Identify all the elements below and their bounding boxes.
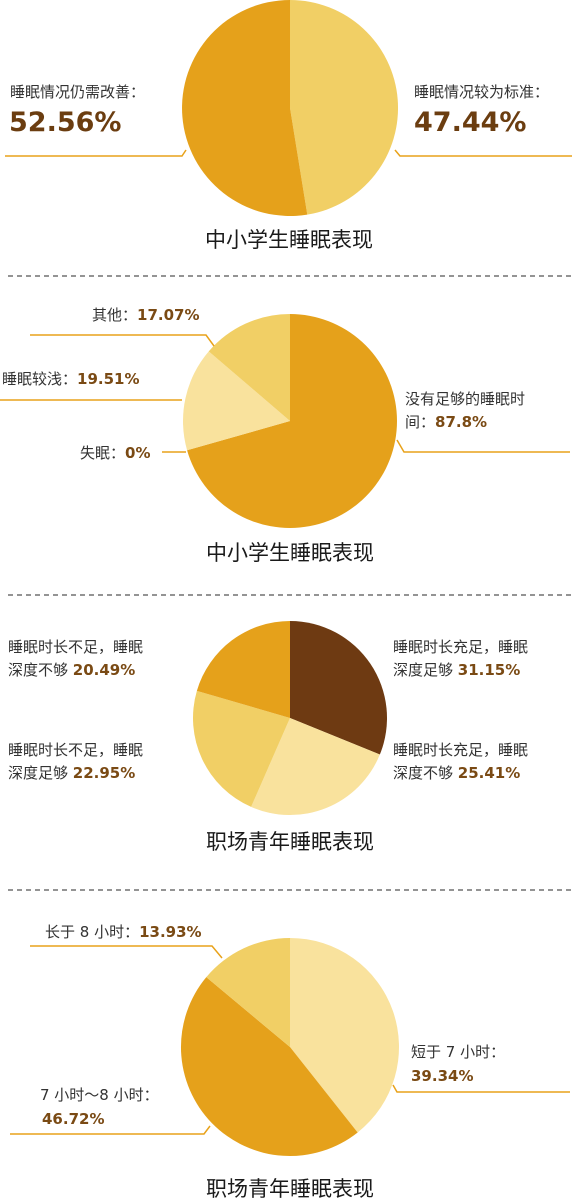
chart-3-short-deep-text: 深度足够 22.95% (8, 764, 135, 782)
chart-2-pie (182, 314, 397, 528)
chart-3-enough-shallow-text: 深度不够 25.41% (393, 764, 520, 782)
chart-1: 睡眠情况仍需改善： 52.56% 睡眠情况较为标准： 47.44% 中小学生睡眠… (5, 0, 572, 252)
chart-2-label-notenough-line1: 没有足够的睡眠时 (405, 390, 525, 408)
chart-1-pie (182, 0, 399, 216)
chart-1-value-standard: 47.44% (414, 107, 526, 138)
chart-2-label-notenough-line2: 间： (405, 413, 435, 431)
chart-2-other-text: 其他：17.07% (92, 306, 200, 324)
chart-2-value-other: 17.07% (137, 306, 199, 324)
chart-1-slice-2 (182, 0, 308, 216)
chart-4: 长于 8 小时：13.93% 短于 7 小时： 39.34% 7 小时～8 小时… (10, 923, 570, 1200)
chart-2-value-insomnia: 0% (125, 444, 150, 462)
chart-2-leader-other (30, 334, 215, 347)
chart-4-leader-short (392, 1084, 570, 1093)
chart-1-leader-right (394, 149, 572, 157)
chart-4-pie (180, 938, 400, 1157)
chart-4-label-long: 长于 8 小时： (45, 923, 139, 941)
chart-3-label-enough-deep-line2: 深度足够 (393, 661, 458, 679)
chart-4-title: 职场青年睡眠表现 (206, 1177, 374, 1200)
chart-3-slice-3 (193, 690, 290, 807)
chart-2-insomnia-text: 失眠：0% (80, 444, 150, 462)
chart-4-long-text: 长于 8 小时：13.93% (45, 923, 202, 941)
chart-2-slice-3 (182, 351, 290, 451)
chart-1-leader-left (5, 149, 187, 157)
chart-2-label-other: 其他： (92, 306, 137, 324)
chart-4-slice-3 (206, 938, 290, 1047)
chart-1-slice-1 (290, 0, 399, 215)
chart-4-value-long: 13.93% (139, 923, 201, 941)
chart-2-slice-1 (187, 314, 397, 528)
chart-3-label-enough-shallow-line2: 深度不够 (393, 764, 458, 782)
chart-2-leader-notenough (396, 439, 570, 453)
chart-2-value-shallow: 19.51% (77, 370, 139, 388)
chart-3-slice-4 (196, 621, 290, 718)
chart-2-title: 中小学生睡眠表现 (206, 541, 374, 565)
chart-3-label-enough-deep-line1: 睡眠时长充足，睡眠 (393, 638, 528, 656)
chart-4-label-short: 短于 7 小时： (411, 1043, 505, 1061)
chart-3-pie (193, 621, 388, 816)
chart-2-label-shallow: 睡眠较浅： (2, 370, 77, 388)
chart-4-slice-2 (180, 977, 358, 1157)
chart-3-label-short-shallow-line1: 睡眠时长不足，睡眠 (8, 638, 143, 656)
chart-3-value-enough-deep: 31.15% (458, 661, 520, 679)
chart-2: 其他：17.07% 睡眠较浅：19.51% 失眠：0% 没有足够的睡眠时 间：8… (0, 306, 570, 565)
chart-2-notenough-text: 间：87.8% (405, 413, 487, 431)
chart-4-slice-1 (290, 938, 400, 1133)
chart-3-label-short-shallow-line2: 深度不够 (8, 661, 73, 679)
chart-1-title: 中小学生睡眠表现 (205, 228, 373, 252)
chart-3-label-enough-shallow-line1: 睡眠时长充足，睡眠 (393, 741, 528, 759)
chart-1-label-standard: 睡眠情况较为标准： (414, 83, 549, 101)
chart-3-label-short-deep-line2: 深度足够 (8, 764, 73, 782)
chart-3-title: 职场青年睡眠表现 (206, 830, 374, 854)
chart-4-value-mid: 46.72% (42, 1110, 104, 1128)
chart-3-slice-2 (251, 718, 380, 816)
chart-4-leader-mid (10, 1125, 211, 1135)
chart-2-slice-4 (208, 314, 290, 421)
chart-3-enough-deep-text: 深度足够 31.15% (393, 661, 520, 679)
chart-2-shallow-text: 睡眠较浅：19.51% (2, 370, 140, 388)
chart-3-short-shallow-text: 深度不够 20.49% (8, 661, 135, 679)
chart-4-label-mid: 7 小时～8 小时： (40, 1086, 159, 1104)
chart-3-value-short-deep: 22.95% (73, 764, 135, 782)
chart-1-value-improve: 52.56% (9, 107, 121, 138)
chart-2-label-insomnia: 失眠： (80, 444, 125, 462)
chart-3-slice-1 (290, 621, 388, 755)
chart-3-label-short-deep-line1: 睡眠时长不足，睡眠 (8, 741, 143, 759)
chart-1-label-improve: 睡眠情况仍需改善： (10, 83, 145, 101)
chart-3-value-short-shallow: 20.49% (73, 661, 135, 679)
chart-3-value-enough-shallow: 25.41% (458, 764, 520, 782)
chart-2-value-notenough: 87.8% (435, 413, 487, 431)
chart-4-leader-long (30, 945, 223, 959)
chart-3: 睡眠时长不足，睡眠 深度不够 20.49% 睡眠时长不足，睡眠 深度足够 22.… (8, 621, 528, 854)
chart-4-value-short: 39.34% (411, 1067, 473, 1085)
